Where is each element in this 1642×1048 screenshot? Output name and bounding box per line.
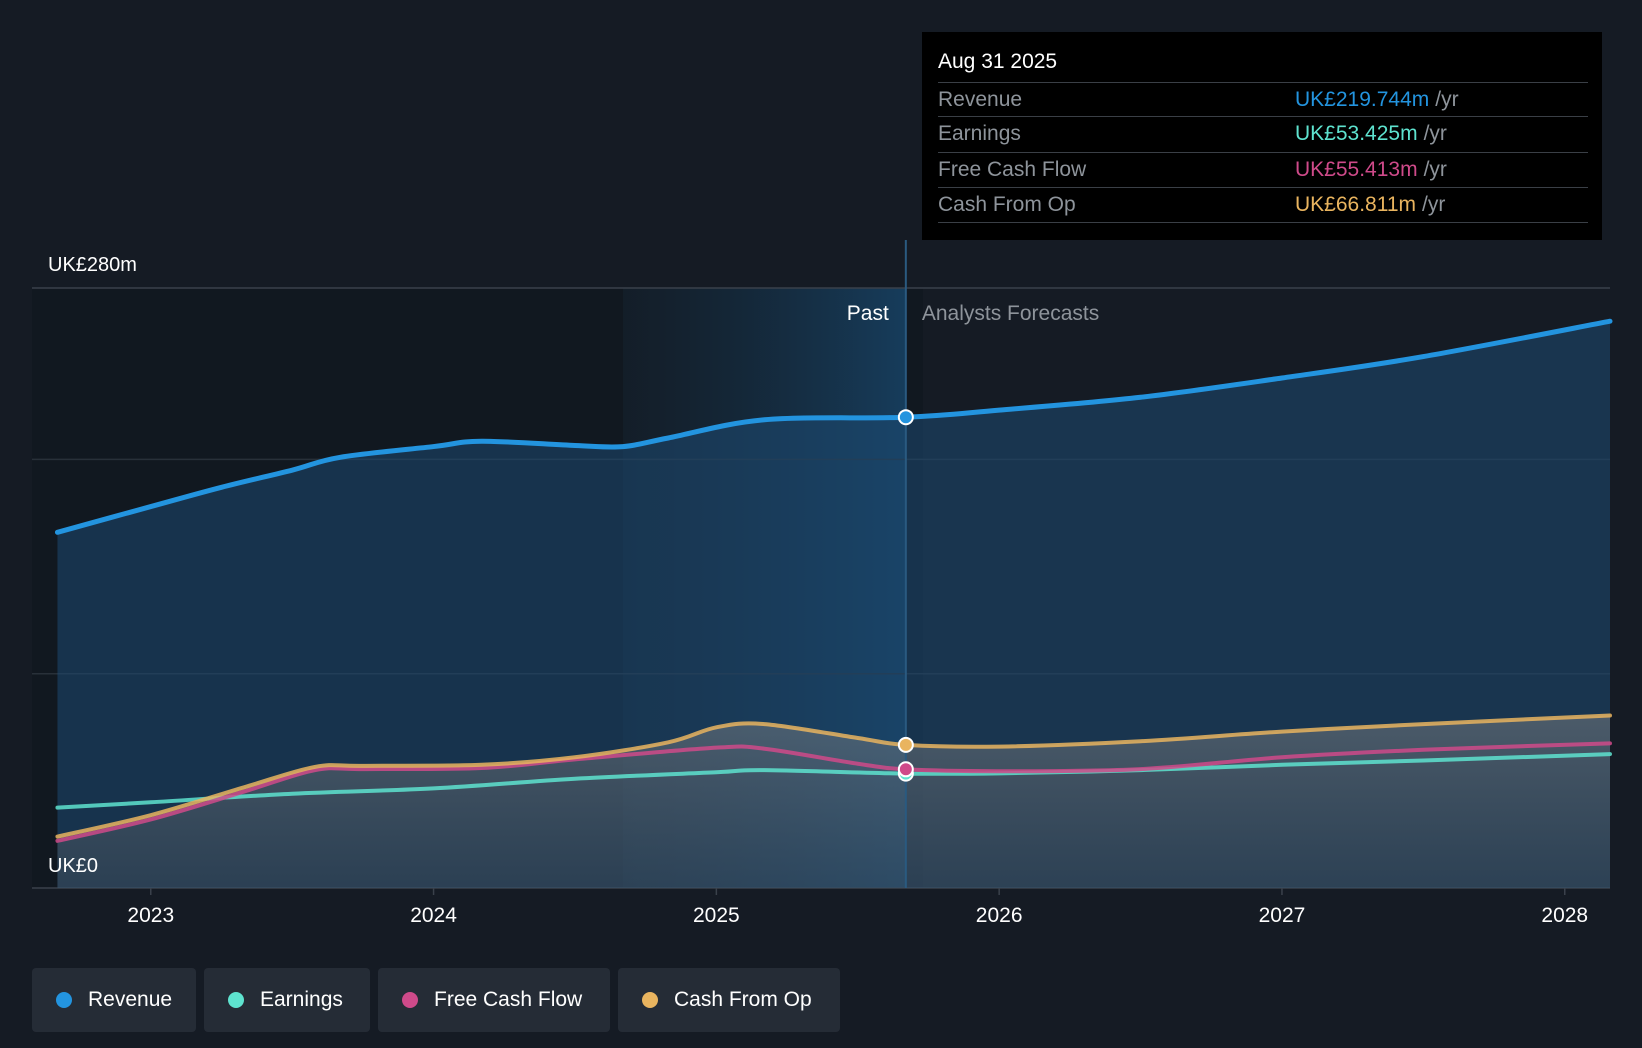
tooltip-value: UK£55.413m xyxy=(1295,158,1418,181)
tooltip-unit: /yr xyxy=(1422,193,1446,216)
lower-series-area xyxy=(57,715,1610,888)
legend-earnings[interactable]: Earnings xyxy=(204,968,370,1032)
tooltip-unit: /yr xyxy=(1423,122,1447,145)
x-axis: 2023 2024 2025 2026 2027 2028 xyxy=(127,888,1588,927)
tooltip-row-cash-from-op: Cash From Op UK£66.811m/yr xyxy=(938,187,1588,222)
tooltip-row-free-cash-flow: Free Cash Flow UK£55.413m/yr xyxy=(938,152,1588,187)
past-label: Past xyxy=(847,302,889,325)
earnings-line xyxy=(55,752,1612,810)
hover-markers xyxy=(897,409,914,782)
tooltip: Aug 31 2025 Revenue UK£219.744m/yr Earni… xyxy=(922,32,1602,240)
y-axis-top-label: UK£280m xyxy=(48,254,137,276)
tooltip-date: Aug 31 2025 xyxy=(938,50,1058,73)
tooltip-row-earnings: Earnings UK£53.425m/yr xyxy=(938,116,1588,151)
tooltip-value: UK£66.811m xyxy=(1295,193,1417,216)
x-tick-label: 2027 xyxy=(1259,904,1306,927)
legend-label: Earnings xyxy=(260,988,343,1011)
series-lines xyxy=(54,318,1613,843)
tooltip-row-revenue: Revenue UK£219.744m/yr xyxy=(938,82,1588,117)
cfo-marker xyxy=(897,736,914,753)
tooltip-value: UK£219.744m xyxy=(1295,88,1430,111)
legend-dot-icon xyxy=(228,992,244,1008)
legend-dot-icon xyxy=(642,992,658,1008)
legend-dot-icon xyxy=(402,992,418,1008)
x-tick-label: 2028 xyxy=(1541,904,1588,927)
forecast-label: Analysts Forecasts xyxy=(922,302,1099,325)
legend-dot-icon xyxy=(56,992,72,1008)
revenue-line xyxy=(54,318,1613,535)
legend-label: Revenue xyxy=(88,988,173,1011)
tooltip-divider xyxy=(938,222,1588,223)
fcf-marker xyxy=(897,761,914,778)
x-tick-label: 2024 xyxy=(410,904,457,927)
tooltip-label: Free Cash Flow xyxy=(938,158,1087,181)
legend-revenue[interactable]: Revenue xyxy=(32,968,196,1032)
tooltip-value: UK£53.425m xyxy=(1295,122,1418,145)
tooltip-label: Revenue xyxy=(938,88,1023,111)
series-areas xyxy=(57,321,1610,888)
legend-label: Cash From Op xyxy=(674,988,812,1011)
tooltip-label: Cash From Op xyxy=(938,193,1076,216)
legend-free-cash-flow[interactable]: Free Cash Flow xyxy=(378,968,610,1032)
fcf-line xyxy=(55,741,1612,843)
x-tick-label: 2025 xyxy=(693,904,740,927)
tooltip-unit: /yr xyxy=(1423,158,1447,181)
legend-label: Free Cash Flow xyxy=(434,988,583,1011)
revenue-marker xyxy=(897,409,914,426)
y-axis-bottom-label: UK£0 xyxy=(48,855,98,877)
tooltip-label: Earnings xyxy=(938,122,1021,145)
cfo-line xyxy=(55,713,1612,839)
x-tick-label: 2026 xyxy=(976,904,1023,927)
x-tick-label: 2023 xyxy=(127,904,174,927)
tooltip-unit: /yr xyxy=(1435,88,1459,111)
legend-cash-from-op[interactable]: Cash From Op xyxy=(618,968,840,1032)
